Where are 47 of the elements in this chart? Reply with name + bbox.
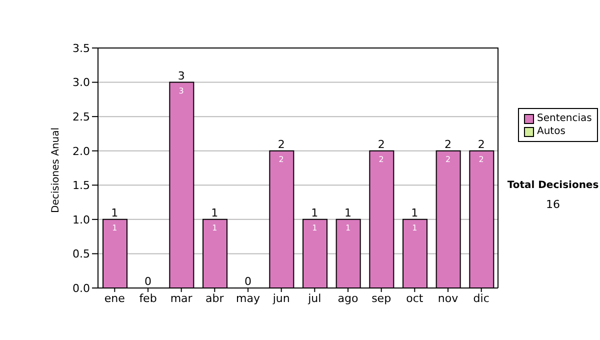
data-label: 1 xyxy=(112,223,118,232)
data-label: 1 xyxy=(345,223,351,232)
x-tick-label: nov xyxy=(438,292,459,305)
data-label: 2 xyxy=(478,154,484,164)
total-label: 2 xyxy=(478,138,485,151)
x-tick-label: ene xyxy=(104,292,126,305)
text: 16 xyxy=(545,198,561,211)
total-label: 1 xyxy=(311,206,318,220)
y-tick-label: 0.0 xyxy=(72,282,90,295)
x-tick-label: ago xyxy=(338,292,358,305)
total-label: 1 xyxy=(344,206,352,220)
total-label: 0 xyxy=(144,275,152,288)
data-label: 2 xyxy=(378,154,384,164)
y-tick-label: 1.5 xyxy=(72,179,90,192)
legend-label: Sentencias xyxy=(537,112,592,125)
x-tick-label: jul xyxy=(307,292,322,305)
x-tick-label: sep xyxy=(372,292,392,305)
data-label: 2 xyxy=(445,154,451,164)
total-label: 3 xyxy=(178,69,185,82)
total-label: 2 xyxy=(378,138,385,151)
y-axis-title: Decisiones Anual xyxy=(50,127,62,213)
x-tick-label: dic xyxy=(473,292,490,305)
total-label: 1 xyxy=(411,206,418,220)
data-label: 1 xyxy=(212,223,218,232)
y-tick-label: 2.0 xyxy=(72,144,90,158)
total-label: 2 xyxy=(444,138,452,151)
total-label: 1 xyxy=(211,206,218,220)
x-tick-label: jun xyxy=(272,292,290,305)
total-label: 0 xyxy=(244,275,252,288)
data-label: 1 xyxy=(312,223,318,232)
legend-label: Autos xyxy=(537,125,566,138)
x-tick-label: mar xyxy=(170,292,193,305)
y-tick-label: 0.5 xyxy=(72,248,90,261)
total-label: 2 xyxy=(278,138,285,151)
data-label: 3 xyxy=(178,86,184,96)
data-label: 1 xyxy=(412,223,418,232)
text: Total Decisiones xyxy=(506,180,600,191)
y-tick-label: 3.5 xyxy=(72,42,90,55)
y-tick-label: 2.5 xyxy=(72,110,90,124)
x-tick-label: may xyxy=(236,292,260,305)
x-tick-label: oct xyxy=(406,292,424,305)
y-tick-label: 1.0 xyxy=(72,213,90,226)
total-label: 1 xyxy=(111,206,118,220)
data-label: 2 xyxy=(278,154,284,164)
x-tick-label: feb xyxy=(139,292,157,305)
x-tick-label: abr xyxy=(206,292,224,305)
y-tick-label: 3.0 xyxy=(72,76,90,90)
